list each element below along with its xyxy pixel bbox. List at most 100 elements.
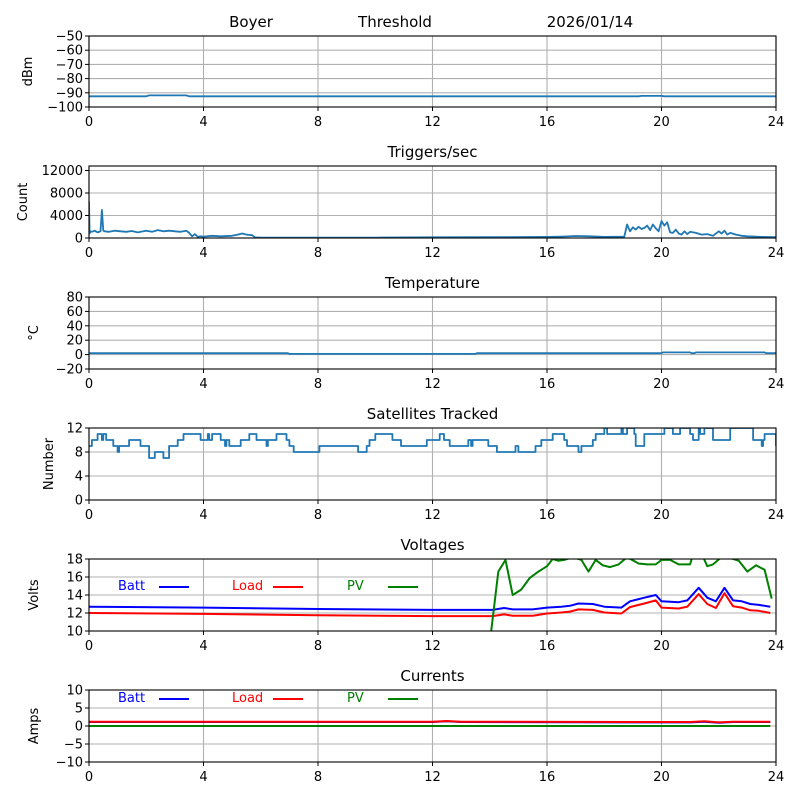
x-tick-label: 0	[85, 246, 93, 261]
legend-label-batt: Batt	[118, 691, 145, 706]
chart-panel-noise: 0 4 8 12 16 20 24 −100−90−80−70−60−50 dBm	[21, 30, 784, 131]
legend-label-load: Load	[232, 691, 263, 706]
y-axis-label: Amps	[27, 707, 42, 744]
x-tick-label: 8	[314, 770, 322, 785]
y-tick-label: −100	[47, 101, 83, 116]
y-tick-label: 5	[75, 702, 83, 717]
y-tick-label: 10	[66, 684, 83, 699]
mode-title: Threshold	[357, 13, 432, 31]
series-line-load	[89, 720, 771, 724]
series-line-pv	[490, 559, 773, 631]
y-tick-label: 18	[66, 553, 83, 568]
legend-label-pv: PV	[347, 579, 364, 594]
series-line-temperature	[89, 351, 776, 355]
x-tick-label: 4	[199, 639, 207, 654]
x-tick-label: 4	[199, 770, 207, 785]
legend-label-batt: Batt	[118, 579, 145, 594]
y-tick-label: −20	[56, 363, 83, 378]
y-tick-label: 12	[66, 422, 83, 437]
x-tick-label: 24	[768, 246, 785, 261]
series-group	[89, 94, 776, 98]
y-tick-label: −10	[56, 756, 83, 771]
y-axis-label: °C	[27, 325, 42, 341]
x-tick-label: 20	[653, 639, 670, 654]
x-tick-label: 0	[85, 115, 93, 130]
x-tick-label: 16	[539, 377, 556, 392]
x-tick-label: 0	[85, 639, 93, 654]
date-title: 2026/01/14	[547, 13, 633, 31]
x-tick-label: 16	[539, 508, 556, 523]
y-tick-label: 80	[66, 291, 83, 306]
x-tick-label: 20	[653, 115, 670, 130]
y-tick-label: 8000	[50, 187, 83, 202]
series-line-load	[89, 592, 771, 618]
y-tick-label: 60	[66, 305, 83, 320]
series-group	[89, 351, 776, 355]
x-tick-label: 8	[314, 508, 322, 523]
y-tick-label: 0	[75, 720, 83, 735]
y-tick-label: 4	[75, 470, 83, 485]
x-tick-label: 16	[539, 770, 556, 785]
x-tick-label: 0	[85, 770, 93, 785]
x-tick-label: 16	[539, 639, 556, 654]
y-tick-label: 14	[66, 589, 83, 604]
x-tick-label: 8	[314, 246, 322, 261]
y-tick-label: 20	[66, 334, 83, 349]
y-axis-label: Number	[42, 437, 57, 490]
x-tick-label: 0	[85, 377, 93, 392]
y-tick-label: 12000	[42, 164, 83, 179]
series-group	[89, 428, 776, 459]
y-tick-label: −80	[56, 72, 83, 87]
x-tick-label: 12	[424, 639, 441, 654]
y-tick-label: −60	[56, 44, 83, 59]
x-tick-label: 24	[768, 639, 785, 654]
x-tick-label: 12	[424, 508, 441, 523]
x-tick-label: 24	[768, 770, 785, 785]
x-tick-label: 12	[424, 770, 441, 785]
x-tick-label: 16	[539, 246, 556, 261]
y-tick-label: −50	[56, 30, 83, 45]
y-tick-label: −70	[56, 58, 83, 73]
x-tick-label: 4	[199, 246, 207, 261]
y-tick-label: 4000	[50, 209, 83, 224]
y-axis-label: Volts	[27, 579, 42, 611]
series-group	[89, 201, 776, 238]
series-line-batt	[89, 586, 771, 611]
y-tick-label: 0	[75, 232, 83, 247]
chart-title: Voltages	[400, 536, 464, 554]
legend-label-pv: PV	[347, 691, 364, 706]
y-tick-label: 10	[66, 625, 83, 640]
x-tick-label: 8	[314, 639, 322, 654]
x-tick-label: 24	[768, 508, 785, 523]
y-tick-label: −5	[64, 738, 83, 753]
legend-label-load: Load	[232, 579, 263, 594]
x-tick-label: 20	[653, 246, 670, 261]
chart-title: Satellites Tracked	[367, 405, 498, 423]
x-tick-label: 8	[314, 377, 322, 392]
chart-title: Temperature	[384, 274, 480, 292]
chart-panel-voltages: 0 4 8 12 16 20 24 10 12 14 16 18 Voltages Volts Batt Lo…	[27, 536, 784, 654]
series-group	[89, 720, 771, 727]
chart-panel-triggers: 0 4 8 12 16 20 24 0 4000 8000 12000 Triggers/sec Cou…	[16, 143, 784, 261]
y-tick-label: 40	[66, 319, 83, 334]
x-tick-label: 16	[539, 115, 556, 130]
x-tick-label: 24	[768, 115, 785, 130]
x-tick-label: 20	[653, 508, 670, 523]
y-tick-label: 12	[66, 607, 83, 622]
x-tick-label: 4	[199, 115, 207, 130]
x-tick-label: 4	[199, 508, 207, 523]
y-tick-label: 8	[75, 446, 83, 461]
x-tick-label: 20	[653, 377, 670, 392]
x-tick-label: 12	[424, 246, 441, 261]
x-tick-label: 20	[653, 770, 670, 785]
x-tick-label: 4	[199, 377, 207, 392]
x-tick-label: 0	[85, 508, 93, 523]
x-tick-label: 8	[314, 115, 322, 130]
series-line-triggers	[89, 201, 776, 238]
y-tick-label: 0	[75, 494, 83, 509]
station-title: Boyer	[229, 13, 274, 31]
series-group	[89, 559, 773, 631]
